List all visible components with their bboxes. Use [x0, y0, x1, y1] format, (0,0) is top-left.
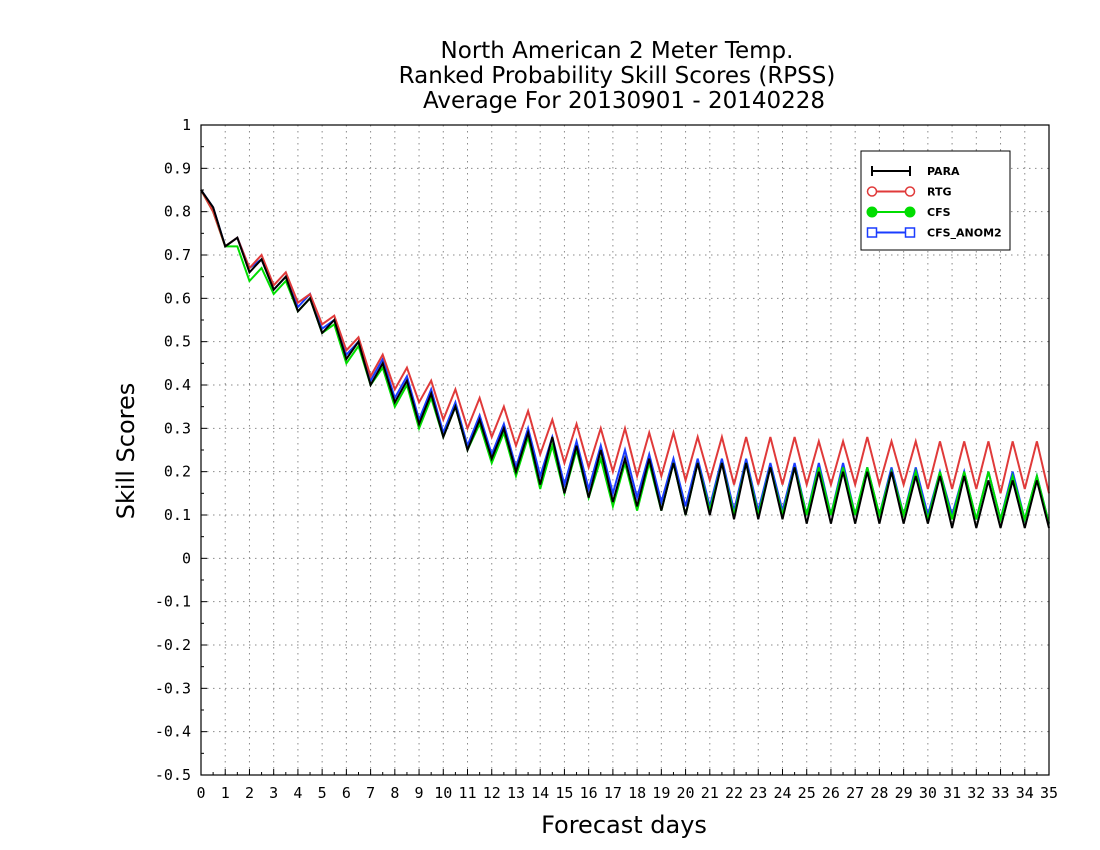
legend-label: RTG [927, 186, 952, 199]
x-tick-label: 17 [604, 784, 622, 802]
x-tick-label: 11 [458, 784, 476, 802]
legend-marker-square [904, 227, 916, 238]
x-tick-label: 16 [580, 784, 598, 802]
x-tick-label: 35 [1040, 784, 1058, 802]
y-tick-label: -0.1 [155, 593, 191, 611]
x-tick-label: 4 [293, 784, 302, 802]
x-tick-label: 5 [318, 784, 327, 802]
axis-ticks: 0 1 2 3 4 5 6 7 8 9 10 11 12 13 14 15 16 17 18 19 20 21 22 23 24… [155, 116, 1058, 802]
legend-label: PARA [927, 165, 960, 178]
series-line-rtg [200, 189, 1050, 494]
legend: PARA RTG CFS CFS_ANOM2 [860, 150, 1011, 251]
series-line-para [200, 189, 1050, 529]
x-tick-label: 30 [919, 784, 937, 802]
x-tick-label: 20 [677, 784, 695, 802]
x-axis-title: Forecast days [541, 811, 707, 839]
y-tick-label: 0.2 [164, 463, 191, 481]
x-tick-label: 2 [245, 784, 254, 802]
y-tick-label: -0.4 [155, 723, 191, 741]
x-tick-label: 9 [415, 784, 424, 802]
x-tick-label: 8 [390, 784, 399, 802]
x-tick-label: 26 [822, 784, 840, 802]
legend-marker-circle [866, 186, 878, 197]
y-axis-title: Skill Scores [112, 383, 140, 520]
x-tick-label: 18 [628, 784, 646, 802]
x-tick-label: 27 [846, 784, 864, 802]
x-tick-label: 31 [943, 784, 961, 802]
x-tick-label: 1 [221, 784, 230, 802]
y-tick-label: 0.7 [164, 246, 191, 264]
chart-title-line-3: Average For 20130901 - 20140228 [423, 88, 825, 114]
x-tick-label: 25 [798, 784, 816, 802]
y-tick-label: 0.4 [164, 376, 191, 394]
x-tick-label: 23 [749, 784, 767, 802]
y-tick-label: 0.3 [164, 419, 191, 437]
legend-marker-dot [904, 206, 916, 218]
y-tick-label: -0.5 [155, 766, 191, 784]
x-tick-label: 29 [895, 784, 913, 802]
y-tick-label: 0.8 [164, 203, 191, 221]
y-tick-label: 0.1 [164, 506, 191, 524]
x-tick-label: 12 [483, 784, 501, 802]
legend-label: CFS [927, 206, 951, 219]
x-tick-label: 0 [196, 784, 205, 802]
x-tick-label: 3 [269, 784, 278, 802]
y-tick-label: -0.2 [155, 636, 191, 654]
x-tick-label: 34 [1016, 784, 1034, 802]
x-tick-label: 24 [773, 784, 791, 802]
x-tick-label: 6 [342, 784, 351, 802]
series-layer [200, 189, 1050, 529]
legend-marker-circle [904, 186, 916, 197]
x-tick-label: 7 [366, 784, 375, 802]
x-tick-label: 14 [531, 784, 549, 802]
chart-title-line-2: Ranked Probability Skill Scores (RPSS) [399, 63, 836, 89]
y-tick-label: 0.5 [164, 333, 191, 351]
y-tick-label: 0.6 [164, 289, 191, 307]
y-tick-label: 0 [182, 549, 191, 567]
y-tick-label: 1 [182, 116, 191, 134]
x-tick-label: 22 [725, 784, 743, 802]
x-tick-label: 21 [701, 784, 719, 802]
x-tick-label: 13 [507, 784, 525, 802]
y-tick-label: 0.9 [164, 159, 191, 177]
x-tick-label: 15 [555, 784, 573, 802]
x-tick-label: 33 [992, 784, 1010, 802]
x-tick-label: 10 [434, 784, 452, 802]
x-tick-label: 19 [652, 784, 670, 802]
chart-title-line-1: North American 2 Meter Temp. [441, 38, 794, 64]
series-line-cfs [200, 189, 1050, 524]
y-tick-label: -0.3 [155, 679, 191, 697]
legend-marker-dot [866, 206, 878, 218]
plot-grid [201, 125, 1049, 775]
legend-marker-square [866, 227, 878, 238]
x-tick-label: 32 [967, 784, 985, 802]
x-tick-label: 28 [870, 784, 888, 802]
legend-label: CFS_ANOM2 [927, 227, 1002, 240]
